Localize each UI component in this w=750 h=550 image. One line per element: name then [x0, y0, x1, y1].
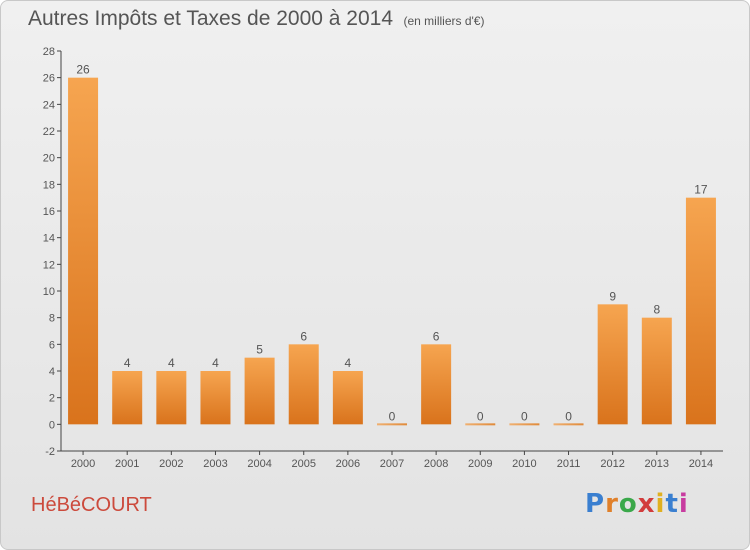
logo-letter: x [637, 489, 656, 519]
data-label: 0 [565, 409, 572, 423]
data-label: 4 [168, 356, 175, 370]
chart-bars [68, 77, 716, 426]
bar [685, 197, 716, 425]
logo-letter: i [678, 489, 689, 519]
data-label: 6 [300, 329, 307, 343]
x-tick-label: 2000 [71, 458, 95, 470]
chart-title: Autres Impôts et Taxes de 2000 à 2014 [28, 7, 394, 30]
y-tick-label: 20 [43, 153, 55, 165]
y-tick-label: 14 [43, 233, 55, 245]
bar [597, 304, 628, 425]
data-label: 6 [433, 329, 440, 343]
data-label: 4 [124, 356, 131, 370]
x-tick-label: 2003 [203, 458, 227, 470]
bar [553, 423, 584, 426]
data-label: 0 [521, 409, 528, 423]
chart-labels: 26 4 4 4 5 6 4 0 6 0 0 0 9 8 17 [76, 63, 708, 424]
y-tick-label: 4 [49, 366, 55, 378]
bar [68, 77, 99, 425]
y-tick-label: 16 [43, 206, 55, 218]
y-tick-label: 22 [43, 126, 55, 138]
data-label: 4 [212, 356, 219, 370]
bar [200, 371, 231, 425]
logo-letter: o [618, 489, 638, 519]
x-tick-label: 2007 [380, 458, 404, 470]
y-tick-label: 26 [43, 73, 55, 85]
x-tick-label: 2009 [468, 458, 492, 470]
bar [509, 423, 540, 426]
bar [288, 344, 319, 425]
x-tick-label: 2012 [600, 458, 624, 470]
bar [156, 371, 187, 425]
y-tick-label: 18 [43, 179, 55, 191]
data-label: 5 [256, 343, 263, 357]
x-tick-label: 2006 [336, 458, 360, 470]
y-tick-label: 12 [43, 259, 55, 271]
x-tick-label: 2013 [645, 458, 669, 470]
chart-title-block: Autres Impôts et Taxes de 2000 à 2014 (e… [28, 7, 484, 31]
bar [641, 317, 672, 425]
logo-letter: P [585, 489, 606, 519]
y-tick-label: 24 [43, 99, 55, 111]
y-tick-label: 0 [49, 419, 55, 431]
x-tick-label: 2002 [159, 458, 183, 470]
x-tick-label: 2014 [689, 458, 713, 470]
proxiti-logo: Proxiti [585, 489, 689, 519]
bar [421, 344, 452, 425]
x-tick-label: 2001 [115, 458, 139, 470]
commune-name: HéBéCOURT [31, 494, 152, 516]
bar [112, 371, 143, 425]
y-tick-label: -2 [45, 446, 55, 458]
data-label: 17 [694, 183, 708, 197]
x-tick-label: 2008 [424, 458, 448, 470]
chart-unit-label: (en milliers d'€) [403, 14, 485, 28]
bar [244, 357, 275, 425]
y-tick-label: 2 [49, 393, 55, 405]
data-label: 4 [345, 356, 352, 370]
y-tick-label: 6 [49, 339, 55, 351]
data-label: 0 [389, 409, 396, 423]
y-tick-label: 10 [43, 286, 55, 298]
data-label: 8 [653, 303, 660, 317]
y-tick-label: 8 [49, 313, 55, 325]
x-tick-label: 2011 [557, 458, 581, 470]
data-label: 9 [609, 289, 616, 303]
logo-letter: i [655, 489, 666, 519]
y-tick-label: 28 [43, 46, 55, 58]
bar [465, 423, 496, 426]
x-tick-label: 2010 [512, 458, 536, 470]
data-label: 0 [477, 409, 484, 423]
x-tick-label: 2004 [247, 458, 271, 470]
x-tick-label: 2005 [291, 458, 315, 470]
bar [377, 423, 407, 426]
bar [332, 371, 363, 425]
logo-letter: r [605, 489, 619, 519]
data-label: 26 [76, 63, 90, 77]
logo-letter: t [665, 489, 679, 519]
